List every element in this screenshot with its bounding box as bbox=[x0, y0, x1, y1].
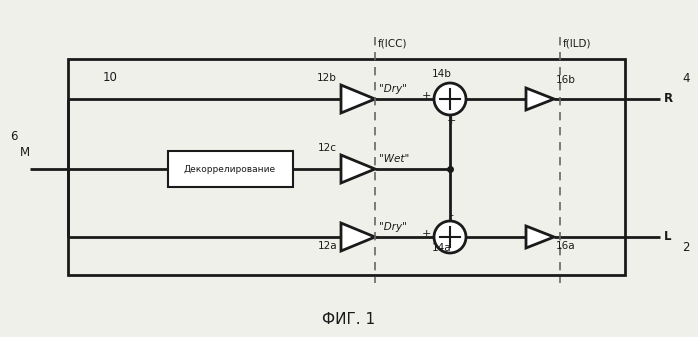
Bar bbox=[168, 151, 292, 187]
Text: 16b: 16b bbox=[556, 75, 576, 85]
Bar bbox=[68, 59, 625, 275]
Polygon shape bbox=[341, 85, 375, 113]
Text: R: R bbox=[664, 92, 673, 105]
Text: 16a: 16a bbox=[556, 241, 576, 251]
Text: ФИГ. 1: ФИГ. 1 bbox=[322, 311, 376, 327]
Circle shape bbox=[434, 83, 466, 115]
Text: +: + bbox=[422, 229, 431, 239]
Text: 12c: 12c bbox=[318, 143, 337, 153]
Text: f(ILD): f(ILD) bbox=[563, 39, 591, 49]
Text: f(ICC): f(ICC) bbox=[378, 39, 408, 49]
Text: L: L bbox=[664, 231, 671, 244]
Text: 14a: 14a bbox=[432, 243, 452, 253]
Text: 4: 4 bbox=[682, 72, 690, 85]
Text: 6: 6 bbox=[10, 130, 17, 143]
Text: +: + bbox=[422, 91, 431, 101]
Text: 14b: 14b bbox=[432, 69, 452, 79]
Text: 2: 2 bbox=[682, 241, 690, 254]
Text: +: + bbox=[446, 116, 456, 126]
Text: 12a: 12a bbox=[318, 241, 337, 251]
Polygon shape bbox=[341, 155, 375, 183]
Polygon shape bbox=[526, 88, 554, 110]
Text: -: - bbox=[449, 210, 453, 220]
Text: M: M bbox=[20, 146, 30, 159]
Circle shape bbox=[434, 221, 466, 253]
Polygon shape bbox=[341, 223, 375, 251]
Text: 12b: 12b bbox=[317, 73, 337, 83]
Polygon shape bbox=[526, 226, 554, 248]
Text: "Wet": "Wet" bbox=[379, 154, 409, 164]
Text: 10: 10 bbox=[103, 71, 118, 84]
Text: Декоррелирование: Декоррелирование bbox=[184, 164, 276, 174]
Text: "Dry": "Dry" bbox=[379, 222, 407, 232]
Text: "Dry": "Dry" bbox=[379, 84, 407, 94]
